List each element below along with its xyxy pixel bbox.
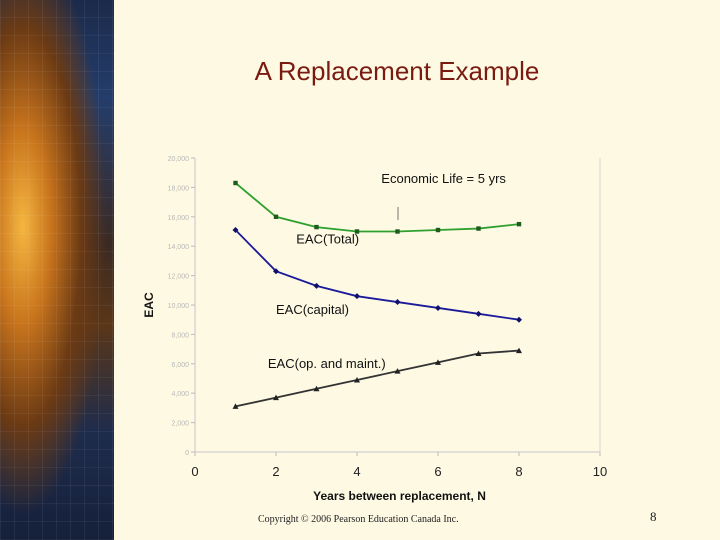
data-point-eac-capital [232, 227, 239, 234]
data-point-eac-op-and-maint [273, 394, 279, 401]
annotation-label: Economic Life = 5 yrs [381, 171, 506, 186]
x-tick-label: 8 [515, 464, 522, 479]
data-point-eac-capital [354, 293, 360, 300]
x-tick-label: 6 [434, 464, 441, 479]
data-point-eac-op-and-maint [232, 403, 239, 409]
series-line-eac-capital [234, 229, 520, 321]
y-axis-label: EAC [142, 292, 156, 318]
series-line-eac-op-and-maint [235, 349, 520, 408]
slide-title: A Replacement Example [254, 56, 540, 86]
y-tick-label: 2,000 [171, 421, 189, 428]
data-point-eac-total [354, 229, 360, 234]
chart-annotations: Economic Life = 5 yrs EAC(Total) EAC(capit… [268, 171, 507, 371]
data-point-eac-total [435, 227, 441, 233]
data-point-eac-capital [475, 310, 482, 317]
page-number: 8 [650, 509, 657, 524]
x-tick-label: 10 [593, 464, 607, 479]
y-tick-label: 8,000 [171, 332, 189, 339]
y-tick-label: 20,000 [168, 156, 190, 163]
data-point-eac-total [233, 180, 238, 186]
data-point-eac-op-and-maint [354, 376, 360, 383]
copyright-notice: Copyright © 2006 Pearson Education Canad… [258, 514, 459, 525]
y-tick-label: 18,000 [168, 185, 190, 192]
data-point-eac-capital [516, 316, 522, 323]
data-point-eac-total [314, 224, 319, 230]
x-tick-label: 2 [272, 464, 279, 479]
data-point-eac-total [395, 229, 400, 234]
annotation-label: EAC(capital) [276, 302, 349, 317]
x-axis-label: Years between replacement, N [313, 489, 486, 503]
y-tick-label: 16,000 [168, 215, 190, 222]
y-tick-label: 14,000 [168, 244, 190, 251]
annotation-label: EAC(Total) [296, 231, 359, 246]
data-point-eac-op-and-maint [313, 385, 320, 392]
data-point-eac-capital [394, 299, 401, 306]
y-tick-label: 12,000 [168, 274, 190, 281]
x-tick-label: 4 [353, 464, 360, 479]
y-tick-label: 6,000 [171, 362, 189, 369]
data-point-eac-total [273, 214, 279, 219]
data-point-eac-op-and-maint [435, 359, 441, 365]
data-point-eac-capital [313, 282, 320, 289]
x-tick-label: 0 [191, 464, 198, 479]
data-point-eac-op-and-maint [475, 350, 482, 357]
decorative-side-panel [0, 0, 114, 540]
data-point-eac-total [516, 221, 522, 227]
y-tick-label: 0 [185, 450, 189, 457]
data-point-eac-op-and-maint [394, 368, 401, 374]
data-point-eac-op-and-maint [516, 347, 522, 354]
y-tick-label: 4,000 [171, 391, 189, 398]
chart-series [232, 180, 522, 409]
chart-axes: 0 2,000 4,000 6,000 8,000 10,000 12,000 14,000 1… [142, 156, 607, 503]
data-point-eac-capital [273, 268, 279, 275]
data-point-eac-total [476, 226, 481, 231]
annotation-label: EAC(op. and maint.) [268, 356, 386, 371]
y-tick-label: 10,000 [168, 303, 190, 310]
series-line-eac-total [234, 182, 520, 233]
data-point-eac-capital [435, 304, 441, 311]
